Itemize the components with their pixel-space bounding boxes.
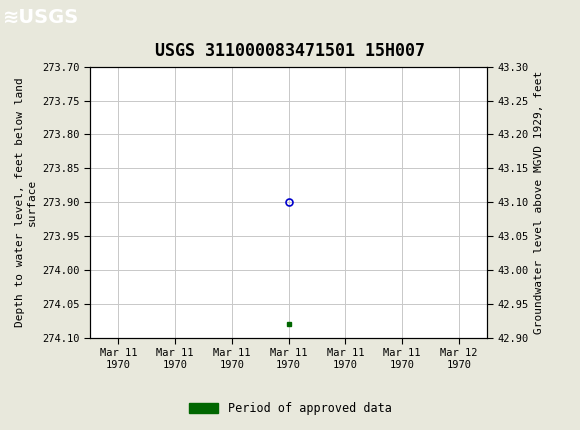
- Text: USGS 311000083471501 15H007: USGS 311000083471501 15H007: [155, 42, 425, 60]
- Y-axis label: Groundwater level above MGVD 1929, feet: Groundwater level above MGVD 1929, feet: [534, 71, 545, 334]
- Legend: Period of approved data: Period of approved data: [184, 397, 396, 420]
- Text: ≋USGS: ≋USGS: [3, 8, 79, 27]
- Y-axis label: Depth to water level, feet below land
surface: Depth to water level, feet below land su…: [15, 77, 37, 327]
